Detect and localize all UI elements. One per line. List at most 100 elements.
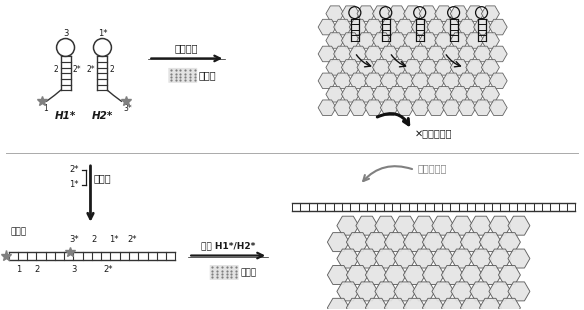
Polygon shape (337, 249, 359, 268)
Polygon shape (481, 60, 499, 75)
Text: H2*: H2* (92, 111, 113, 121)
Polygon shape (479, 265, 502, 285)
Polygon shape (458, 73, 476, 89)
Text: 2: 2 (34, 264, 39, 273)
Polygon shape (489, 73, 507, 89)
Polygon shape (419, 33, 437, 48)
Text: ✕无荧光信号: ✕无荧光信号 (415, 128, 452, 138)
Polygon shape (380, 73, 398, 89)
Polygon shape (450, 86, 468, 102)
Polygon shape (328, 298, 349, 310)
Text: 有荧光信号: 有荧光信号 (418, 163, 447, 173)
Polygon shape (413, 249, 435, 268)
Polygon shape (434, 33, 453, 48)
Polygon shape (442, 265, 463, 285)
Polygon shape (337, 282, 359, 301)
Polygon shape (349, 19, 367, 35)
Polygon shape (422, 232, 444, 252)
Polygon shape (422, 298, 444, 310)
FancyBboxPatch shape (210, 265, 239, 280)
Text: 碘材料: 碘材料 (199, 70, 216, 80)
Polygon shape (458, 100, 476, 115)
Text: 2: 2 (109, 65, 114, 74)
Polygon shape (342, 60, 359, 75)
Polygon shape (388, 33, 406, 48)
Polygon shape (394, 282, 416, 301)
Polygon shape (470, 282, 492, 301)
Polygon shape (443, 73, 461, 89)
Polygon shape (333, 19, 352, 35)
Polygon shape (349, 100, 367, 115)
Polygon shape (434, 86, 453, 102)
Polygon shape (412, 73, 429, 89)
Polygon shape (375, 282, 397, 301)
Polygon shape (450, 33, 468, 48)
Polygon shape (466, 33, 484, 48)
Polygon shape (326, 86, 344, 102)
Text: 1*: 1* (69, 180, 78, 189)
Polygon shape (365, 46, 383, 62)
Text: 靶分子: 靶分子 (11, 228, 27, 237)
Text: 2*: 2* (72, 65, 81, 74)
Polygon shape (366, 265, 387, 285)
Polygon shape (394, 249, 416, 268)
Polygon shape (396, 100, 414, 115)
Text: 1: 1 (16, 264, 21, 273)
Polygon shape (412, 19, 429, 35)
Polygon shape (342, 33, 359, 48)
Polygon shape (384, 265, 406, 285)
Polygon shape (333, 73, 352, 89)
Text: 1*: 1* (109, 235, 119, 244)
Polygon shape (396, 19, 414, 35)
Polygon shape (427, 19, 445, 35)
Polygon shape (412, 46, 429, 62)
Polygon shape (481, 86, 499, 102)
Polygon shape (356, 282, 378, 301)
Polygon shape (474, 100, 492, 115)
Polygon shape (419, 6, 437, 21)
Polygon shape (318, 46, 336, 62)
Polygon shape (357, 33, 375, 48)
Polygon shape (349, 73, 367, 89)
Polygon shape (434, 60, 453, 75)
Polygon shape (328, 232, 349, 252)
Polygon shape (508, 249, 530, 268)
Polygon shape (356, 216, 378, 235)
Text: 2*: 2* (104, 264, 113, 273)
Polygon shape (479, 232, 502, 252)
Polygon shape (404, 6, 422, 21)
Polygon shape (442, 232, 463, 252)
Polygon shape (404, 265, 425, 285)
Polygon shape (479, 298, 502, 310)
Polygon shape (373, 6, 391, 21)
Text: 碘材料: 碘材料 (240, 268, 256, 277)
Polygon shape (434, 6, 453, 21)
Polygon shape (466, 86, 484, 102)
Polygon shape (470, 216, 492, 235)
Polygon shape (412, 100, 429, 115)
Polygon shape (427, 73, 445, 89)
Text: 1*: 1* (98, 29, 107, 38)
Polygon shape (427, 100, 445, 115)
Polygon shape (375, 216, 397, 235)
Polygon shape (451, 216, 473, 235)
Polygon shape (346, 265, 369, 285)
Polygon shape (508, 282, 530, 301)
Polygon shape (470, 249, 492, 268)
Polygon shape (474, 46, 492, 62)
Polygon shape (422, 265, 444, 285)
Polygon shape (419, 86, 437, 102)
Polygon shape (366, 232, 387, 252)
Polygon shape (460, 265, 482, 285)
Polygon shape (349, 46, 367, 62)
Text: 1: 1 (43, 104, 48, 113)
Polygon shape (365, 19, 383, 35)
Text: 2: 2 (54, 65, 58, 74)
Polygon shape (499, 232, 520, 252)
Polygon shape (333, 46, 352, 62)
Polygon shape (357, 60, 375, 75)
Polygon shape (404, 60, 422, 75)
Polygon shape (394, 216, 416, 235)
Polygon shape (346, 298, 369, 310)
Polygon shape (326, 6, 344, 21)
